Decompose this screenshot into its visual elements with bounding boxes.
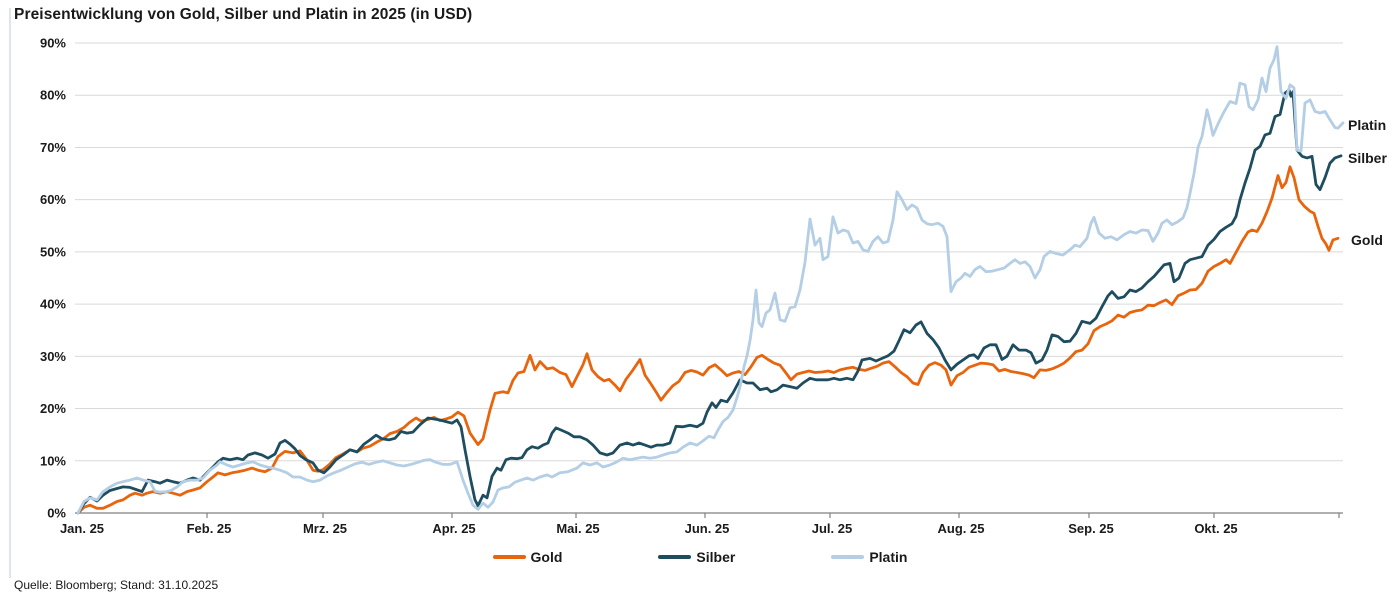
y-tick-label: 70% <box>40 140 66 155</box>
x-tick-label: Sep. 25 <box>1068 521 1114 536</box>
x-tick-label: Jul. 25 <box>812 521 852 536</box>
x-tick-label: Jun. 25 <box>685 521 730 536</box>
x-tick-label: Apr. 25 <box>432 521 475 536</box>
chart-title: Preisentwicklung von Gold, Silber und Pl… <box>14 6 473 23</box>
end-label-gold: Gold <box>1351 232 1383 248</box>
y-tick-label: 60% <box>40 192 66 207</box>
y-tick-label: 30% <box>40 349 66 364</box>
x-tick-label: Mai. 25 <box>556 521 599 536</box>
x-tick-label: Okt. 25 <box>1194 521 1237 536</box>
platin-line <box>76 45 1345 515</box>
legend-swatch-gold <box>492 555 526 559</box>
source-note: Quelle: Bloomberg; Stand: 31.10.2025 <box>14 578 219 592</box>
y-tick-label: 0% <box>47 506 66 521</box>
legend-label: Platin <box>869 549 908 565</box>
legend-swatch-platin <box>831 555 865 559</box>
legend-item-platin: Platin <box>831 549 907 565</box>
x-tick-label: Jan. 25 <box>60 521 104 536</box>
legend-swatch-silber <box>658 555 692 559</box>
y-tick-label: 10% <box>40 453 66 468</box>
x-tick-label: Feb. 25 <box>187 521 232 536</box>
legend-item-gold: Gold <box>492 549 563 565</box>
x-tick-label: Aug. 25 <box>938 521 985 536</box>
end-label-silber: Silber <box>1348 150 1387 166</box>
x-tick-label: Mrz. 25 <box>303 521 347 536</box>
y-tick-label: 40% <box>40 297 66 312</box>
page-edge-line <box>9 8 11 578</box>
end-label-platin: Platin <box>1348 117 1387 133</box>
y-tick-label: 90% <box>40 36 66 51</box>
y-tick-label: 80% <box>40 88 66 103</box>
gold-line <box>76 165 1340 515</box>
legend-item-silber: Silber <box>658 549 735 565</box>
chart-legend: Gold Silber Platin <box>0 549 1400 565</box>
y-tick-label: 50% <box>40 244 66 259</box>
silber-line <box>76 88 1343 515</box>
legend-label: Silber <box>696 549 736 565</box>
legend-label: Gold <box>530 549 563 565</box>
y-tick-label: 20% <box>40 401 66 416</box>
